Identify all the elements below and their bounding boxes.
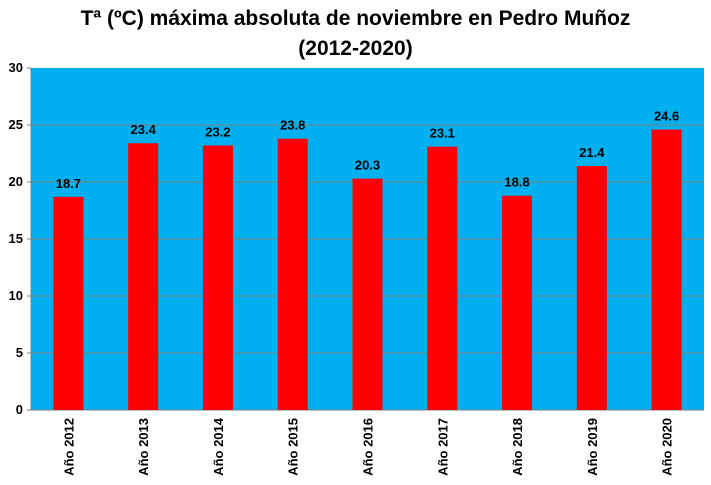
bar <box>277 138 308 410</box>
y-tick-label: 30 <box>9 60 23 75</box>
y-tick-label: 10 <box>9 288 23 303</box>
bar <box>427 146 458 410</box>
y-tick-label: 25 <box>9 117 23 132</box>
data-label: 21.4 <box>579 145 605 160</box>
chart-title-line2: (2012-2020) <box>298 37 413 60</box>
data-label: 18.8 <box>504 175 529 190</box>
data-label: 23.1 <box>430 126 455 141</box>
x-tick-label: Año 2012 <box>61 418 76 476</box>
data-label: 20.3 <box>355 158 380 173</box>
bar <box>651 129 682 410</box>
bar <box>352 178 383 410</box>
y-tick-label: 5 <box>16 345 23 360</box>
x-tick-label: Año 2019 <box>585 418 600 476</box>
data-label: 18.7 <box>56 176 81 191</box>
data-label: 23.4 <box>131 122 157 137</box>
y-tick-label: 15 <box>9 231 23 246</box>
bar <box>202 145 233 410</box>
x-tick-label: Año 2013 <box>136 418 151 476</box>
chart-title: Tª (ºC) máxima absoluta de noviembre en … <box>0 4 711 64</box>
x-tick-label: Año 2018 <box>510 418 525 476</box>
data-label: 23.2 <box>205 125 230 140</box>
bar <box>53 196 84 410</box>
x-tick-label: Año 2017 <box>435 418 450 476</box>
y-tick-label: 0 <box>16 402 23 417</box>
bar <box>576 166 607 410</box>
x-tick-label: Año 2015 <box>286 418 301 476</box>
x-tick-label: Año 2016 <box>361 418 376 476</box>
y-tick-label: 20 <box>9 174 23 189</box>
x-tick-label: Año 2020 <box>660 418 675 476</box>
x-tick-label: Año 2014 <box>211 417 226 476</box>
chart-title-line1: Tª (ºC) máxima absoluta de noviembre en … <box>80 7 631 30</box>
bar <box>128 143 159 411</box>
data-label: 23.8 <box>280 118 305 133</box>
data-label: 24.6 <box>654 109 679 124</box>
bar <box>502 195 533 410</box>
